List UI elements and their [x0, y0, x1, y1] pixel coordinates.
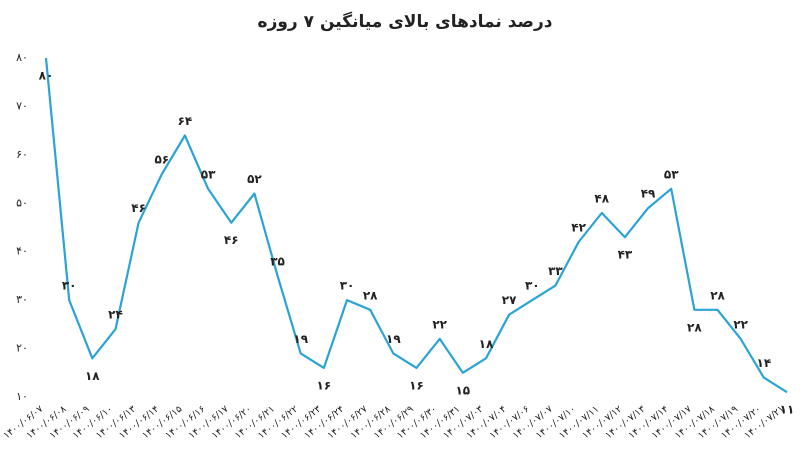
value-label: ۱۱ — [780, 403, 795, 417]
value-label: ۱۹ — [386, 332, 401, 346]
value-label: ۲۸ — [710, 288, 725, 302]
y-tick-label: ۲۰ — [16, 342, 28, 355]
value-label: ۴۶ — [224, 233, 239, 247]
y-tick-label: ۶۰ — [16, 148, 28, 161]
value-label: ۶۴ — [178, 114, 193, 128]
chart-title: درصد نمادهای بالای میانگین ۷ روزه — [258, 11, 553, 32]
y-tick-label: ۵۰ — [16, 196, 28, 209]
value-label: ۱۶ — [317, 378, 332, 392]
value-label: ۲۸ — [363, 288, 378, 302]
value-label: ۴۶ — [131, 201, 146, 215]
value-label: ۲۲ — [432, 317, 447, 331]
value-label: ۱۶ — [409, 378, 424, 392]
value-label: ۲۸ — [687, 320, 702, 334]
value-label: ۲۴ — [108, 308, 123, 322]
value-label: ۱۹ — [293, 332, 308, 346]
value-label: ۳۰ — [340, 279, 355, 293]
value-label: ۴۳ — [618, 248, 633, 262]
value-label: ۱۸ — [479, 337, 494, 351]
value-label: ۵۳ — [201, 167, 216, 181]
y-tick-label: ۴۰ — [16, 245, 28, 258]
y-tick-label: ۱۰ — [16, 390, 28, 403]
value-label: ۲۷ — [502, 293, 517, 307]
value-label: ۱۸ — [85, 369, 100, 383]
value-label: ۵۶ — [154, 153, 169, 167]
value-label: ۱۴ — [757, 356, 772, 370]
y-tick-label: ۷۰ — [16, 99, 28, 112]
data-line — [44, 57, 788, 394]
y-tick-label: ۳۰ — [16, 293, 28, 306]
value-label: ۴۹ — [641, 187, 656, 201]
y-tick-label: ۸۰ — [16, 51, 28, 64]
value-label: ۳۰ — [62, 279, 77, 293]
value-label: ۵۲ — [247, 172, 262, 186]
value-label: ۳۰ — [525, 279, 540, 293]
value-label: ۸۰ — [39, 69, 54, 83]
value-label: ۱۵ — [455, 383, 470, 397]
value-label: ۳۵ — [270, 254, 285, 268]
value-label: ۳۳ — [548, 264, 563, 278]
value-label: ۲۲ — [733, 317, 748, 331]
value-label: ۴۸ — [594, 191, 609, 205]
value-label: ۵۳ — [664, 167, 679, 181]
value-label: ۴۲ — [571, 221, 586, 235]
